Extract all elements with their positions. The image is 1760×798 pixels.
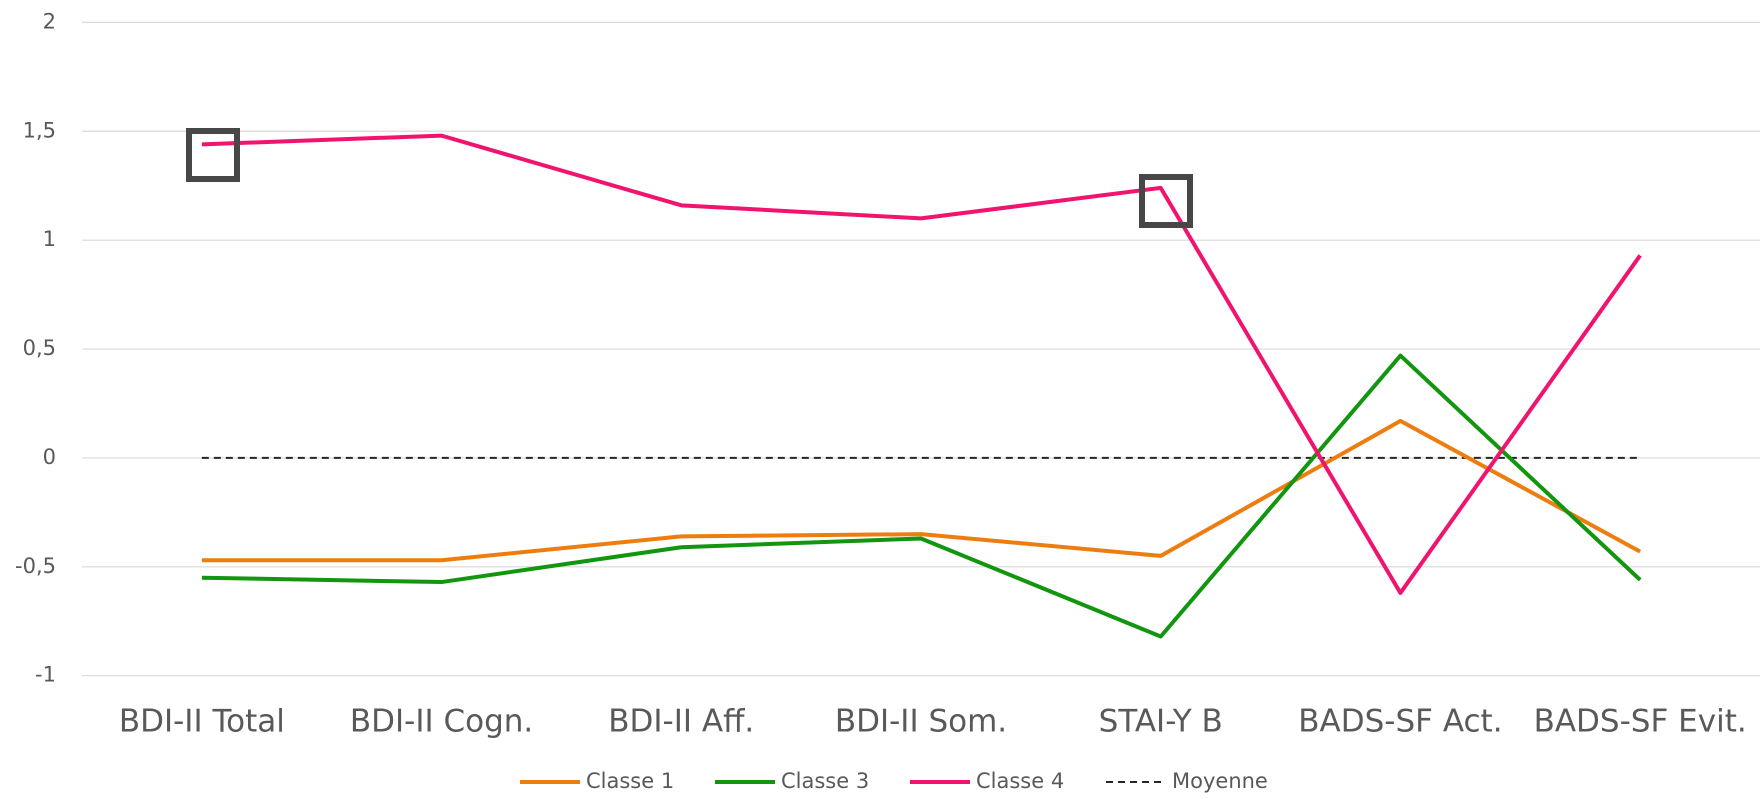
legend-label: Classe 1: [586, 769, 674, 793]
legend-label: Moyenne: [1172, 769, 1268, 793]
x-tick-label: BADS-SF Act.: [1298, 704, 1502, 740]
series-line: [201, 133, 1642, 595]
y-tick-label: 1: [43, 227, 56, 251]
x-tick-label: BDI-II Cogn.: [350, 704, 533, 740]
y-tick-label: 1,5: [23, 118, 56, 142]
y-tick-label: -0,5: [15, 554, 56, 578]
series-line: [201, 418, 1642, 563]
x-tick-label: BDI-II Som.: [835, 704, 1007, 740]
y-tick-label: 2: [43, 9, 56, 33]
legend-label: Classe 3: [781, 769, 869, 793]
legend-label: Classe 4: [976, 769, 1064, 793]
x-tick-label: BDI-II Total: [119, 704, 285, 740]
y-tick-label: 0: [43, 445, 56, 469]
x-tick-label: BADS-SF Evit.: [1534, 704, 1747, 740]
series-line: [201, 353, 1642, 639]
y-tick-label: -1: [35, 663, 56, 687]
x-tick-label: BDI-II Aff.: [608, 704, 754, 740]
highlight-box: [1139, 174, 1193, 228]
highlight-box: [186, 128, 240, 182]
x-tick-label: STAI-Y B: [1099, 704, 1223, 740]
y-tick-label: 0,5: [23, 336, 56, 360]
